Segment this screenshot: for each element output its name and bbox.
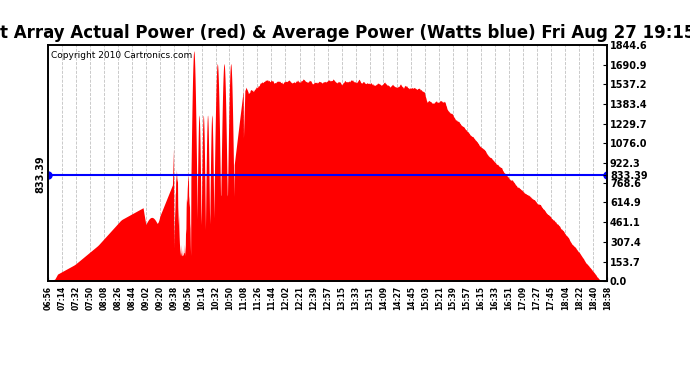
Text: Copyright 2010 Cartronics.com: Copyright 2010 Cartronics.com [51,51,193,60]
Title: West Array Actual Power (red) & Average Power (Watts blue) Fri Aug 27 19:15: West Array Actual Power (red) & Average … [0,24,690,42]
